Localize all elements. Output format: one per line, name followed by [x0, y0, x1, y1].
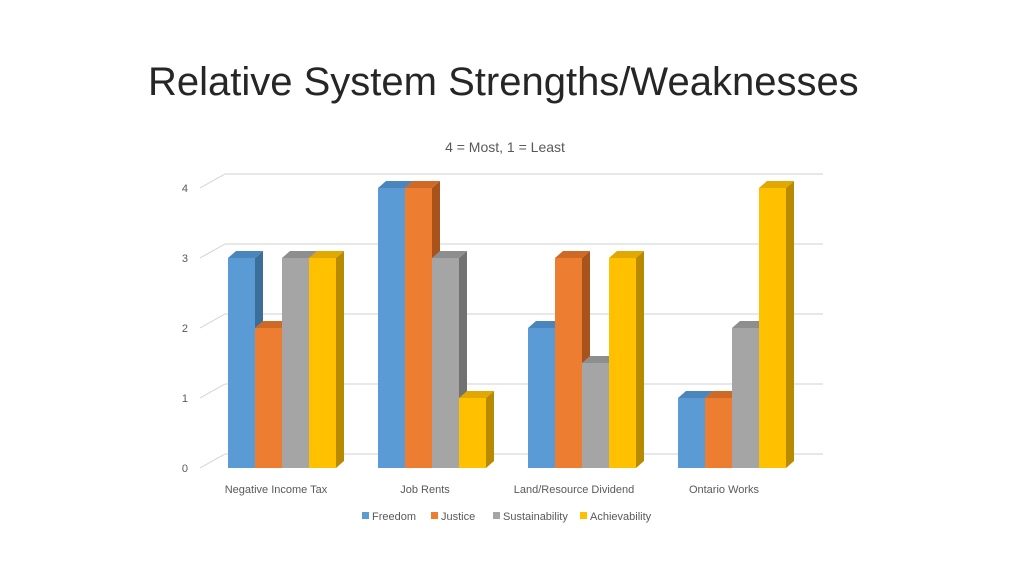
bar-side [486, 391, 494, 468]
bar-top [609, 251, 644, 258]
slide-title: Relative System Strengths/Weaknesses [148, 60, 859, 104]
legend-label: Justice [441, 511, 475, 523]
bar-front [582, 363, 609, 468]
bar-top [255, 321, 290, 328]
legend-swatch [580, 512, 587, 519]
bar-front [309, 258, 336, 468]
bar-front [228, 258, 255, 468]
y-axis: 0 1 2 3 4 [182, 183, 188, 475]
bar [309, 251, 344, 468]
bar-front [282, 258, 309, 468]
bar-top [555, 251, 590, 258]
category-label: Land/Resource Dividend [514, 484, 634, 496]
chart-subtitle: 4 = Most, 1 = Least [445, 139, 565, 155]
category-label: Negative Income Tax [225, 484, 328, 496]
bar-top [678, 391, 713, 398]
bar-front [405, 188, 432, 468]
y-tick-label: 3 [182, 253, 188, 265]
bar-top [582, 356, 617, 363]
bars [228, 181, 794, 468]
bar-front [528, 328, 555, 468]
bar-front [255, 328, 282, 468]
bar [678, 391, 713, 468]
bar-top [732, 321, 767, 328]
bar-front [432, 258, 459, 468]
legend-item: Freedom [362, 511, 416, 523]
bar-front [705, 398, 732, 468]
legend: Freedom Justice Sustainability Achievabilit… [362, 511, 652, 523]
category-label: Job Rents [400, 484, 450, 496]
legend-item: Justice [431, 511, 475, 523]
y-tick-label: 2 [182, 323, 188, 335]
legend-item: Achievability [580, 511, 652, 523]
legend-label: Freedom [372, 511, 416, 523]
gridline-depth [199, 453, 226, 469]
bar [759, 181, 794, 468]
legend-item: Sustainability [493, 511, 568, 523]
y-tick-label: 0 [182, 463, 188, 475]
bar-side [786, 181, 794, 468]
bar [459, 391, 494, 468]
bar-top [228, 251, 263, 258]
bar [609, 251, 644, 468]
bar-top [759, 181, 794, 188]
y-tick-label: 1 [182, 393, 188, 405]
bar-top [309, 251, 344, 258]
gridline-depth [199, 383, 226, 399]
legend-swatch [493, 512, 500, 519]
bar-front [459, 398, 486, 468]
legend-swatch [362, 512, 369, 519]
bar-top [459, 391, 494, 398]
bar-front [732, 328, 759, 468]
legend-label: Achievability [590, 511, 652, 523]
bar-top [432, 251, 467, 258]
gridline-depth [199, 243, 226, 259]
bar-top [405, 181, 440, 188]
bar-top [705, 391, 740, 398]
bar-front [378, 188, 405, 468]
bar-front [759, 188, 786, 468]
bar-side [336, 251, 344, 468]
bar-top [282, 251, 317, 258]
gridline-depth [199, 313, 226, 329]
legend-label: Sustainability [503, 511, 568, 523]
gridline-depth [199, 173, 226, 189]
x-axis: Negative Income Tax Job Rents Land/Resourc… [225, 484, 760, 496]
y-tick-label: 4 [182, 183, 188, 195]
bar-front [678, 398, 705, 468]
category-label: Ontario Works [689, 484, 760, 496]
bar-front [609, 258, 636, 468]
legend-swatch [431, 512, 438, 519]
bar-top [528, 321, 563, 328]
bar-front [555, 258, 582, 468]
bar-top [378, 181, 413, 188]
bar-side [636, 251, 644, 468]
